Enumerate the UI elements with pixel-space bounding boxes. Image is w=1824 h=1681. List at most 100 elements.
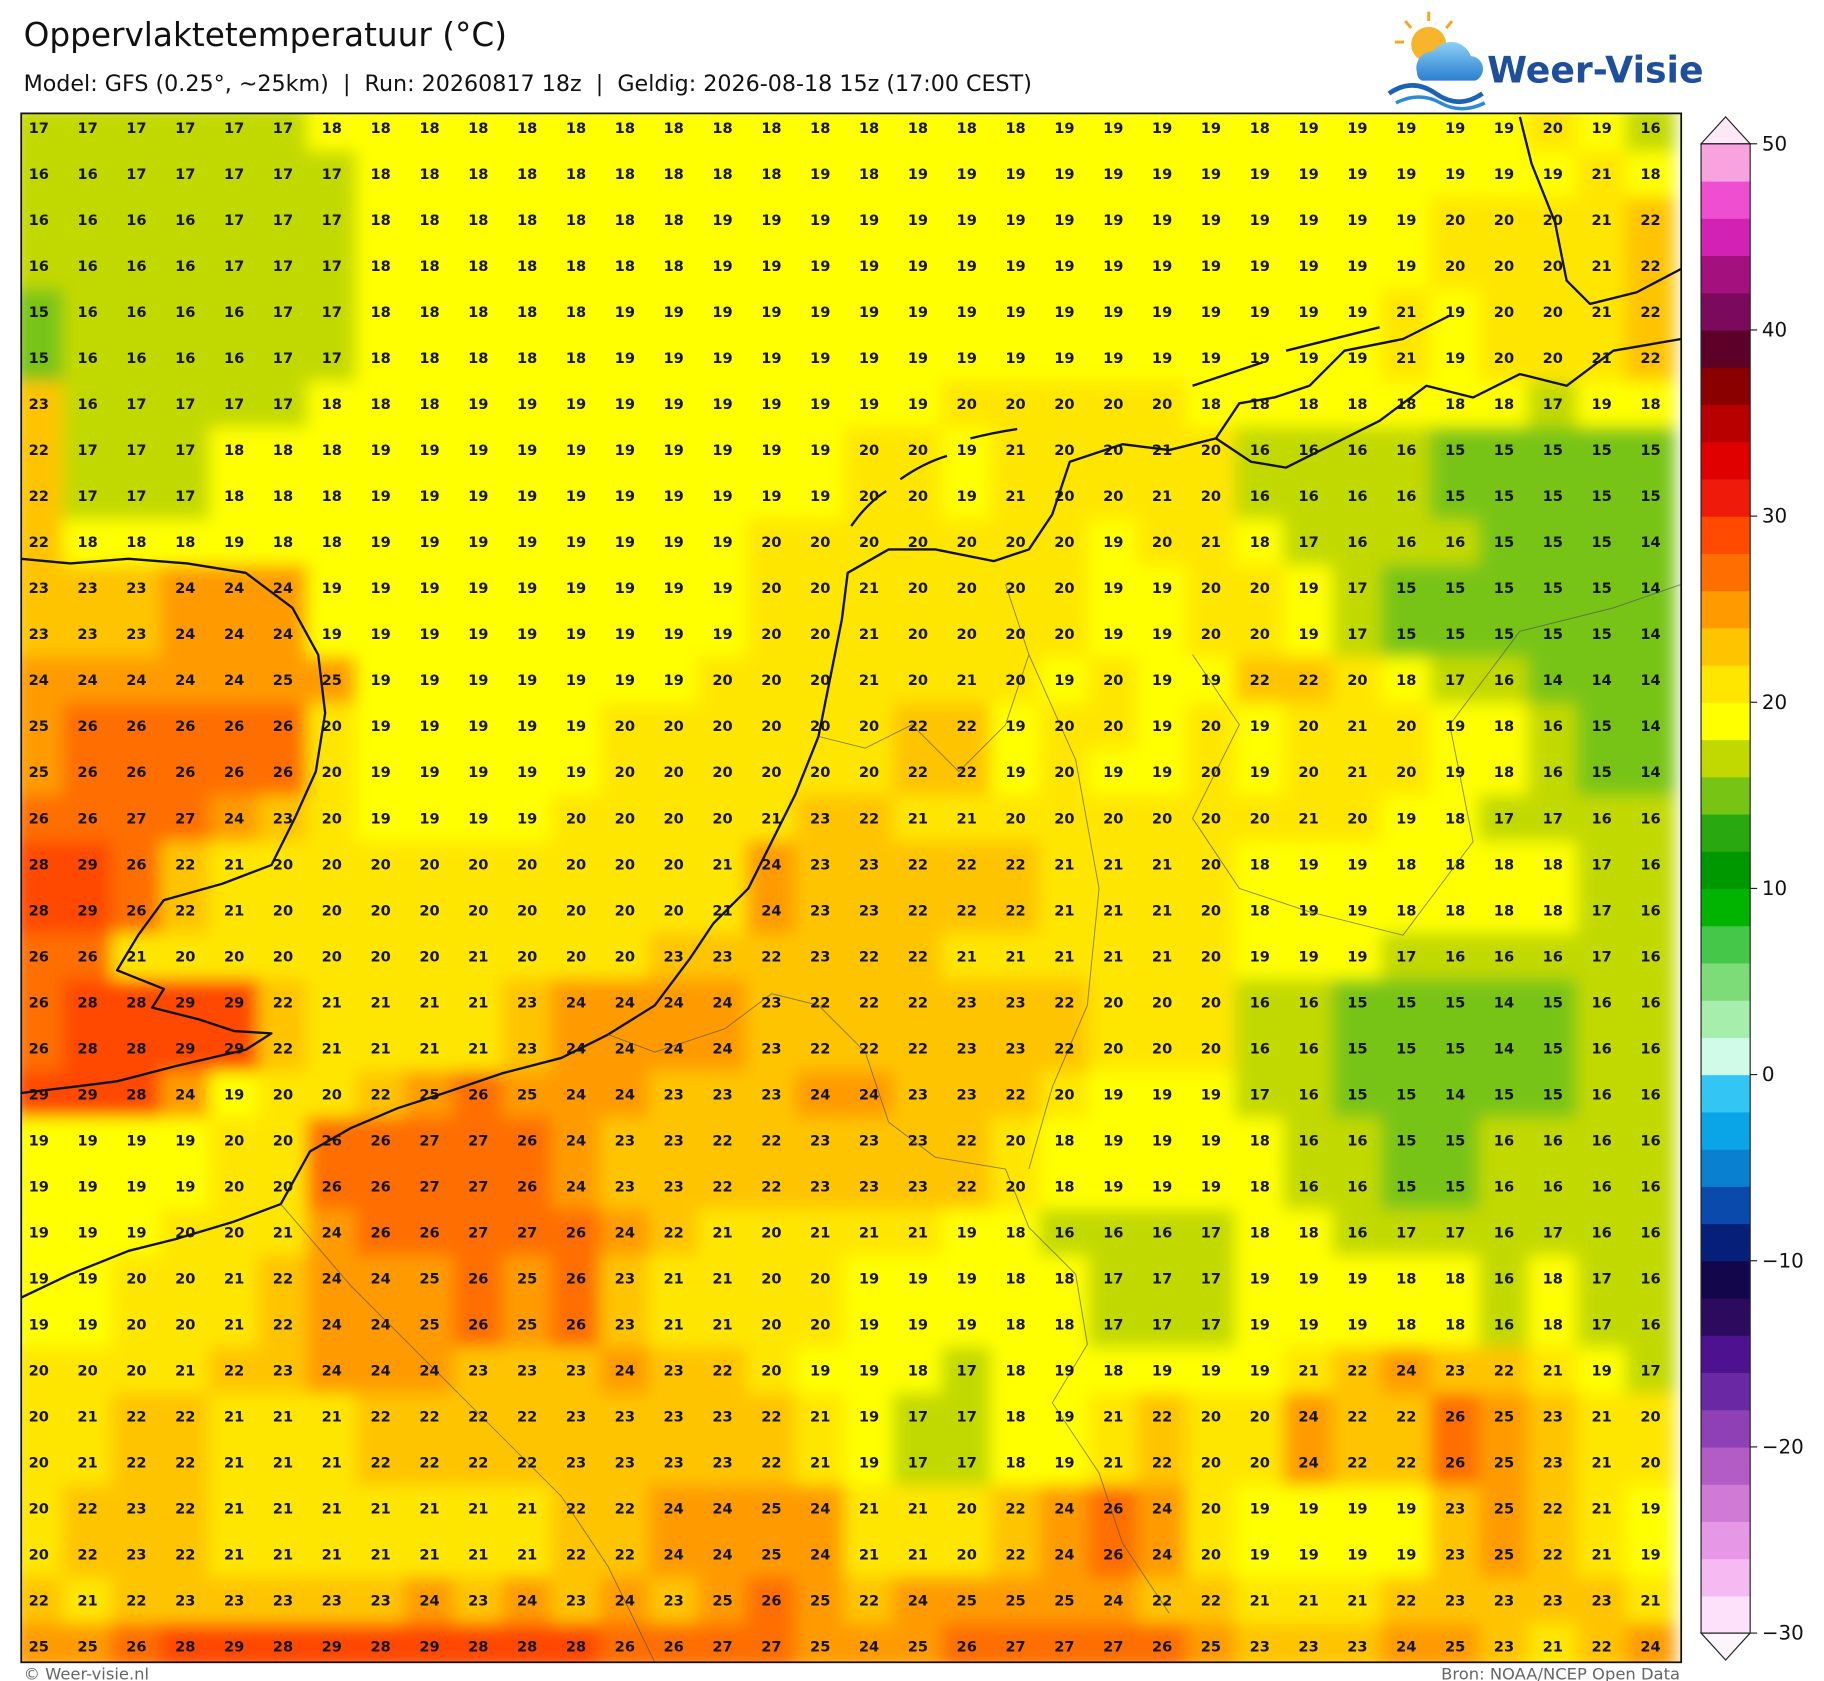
temperature-cell [404, 1485, 455, 1533]
temperature-cell [892, 1025, 943, 1073]
temperature-label: 20 [1201, 442, 1221, 459]
temperature-label: 20 [1347, 672, 1367, 689]
temperature-cell [306, 979, 357, 1027]
temperature-label: 19 [1250, 350, 1270, 367]
temperature-cell [306, 381, 357, 429]
temperature-cell [1234, 243, 1285, 291]
temperature-cell [844, 841, 895, 889]
temperature-cell [306, 703, 357, 751]
temperature-cell [453, 473, 504, 521]
temperature-cell [1381, 427, 1432, 475]
temperature-label: 18 [1396, 1270, 1416, 1287]
temperature-label: 18 [1445, 1270, 1465, 1287]
temperature-cell [111, 1623, 162, 1663]
temperature-cell [1137, 1393, 1188, 1441]
temperature-label: 20 [1054, 396, 1074, 413]
temperature-cell [648, 1117, 699, 1165]
temperature-cell [648, 1301, 699, 1349]
temperature-cell [551, 1301, 602, 1349]
temperature-label: 16 [1591, 1132, 1611, 1149]
temperature-cell [599, 887, 650, 935]
temperature-label: 22 [1298, 672, 1318, 689]
temperature-cell [1185, 749, 1236, 797]
temperature-label: 20 [664, 764, 684, 781]
temperature-cell [795, 427, 846, 475]
temperature-label: 23 [126, 1546, 146, 1563]
colorbar-band [1701, 143, 1751, 182]
temperature-label: 22 [29, 534, 49, 551]
temperature-cell [502, 1301, 553, 1349]
temperature-label: 16 [29, 212, 49, 229]
temperature-label: 26 [29, 948, 49, 965]
temperature-cell [1625, 519, 1676, 567]
temperature-cell [1185, 1623, 1236, 1663]
temperature-label: 21 [273, 1454, 293, 1471]
temperature-label: 19 [664, 626, 684, 643]
temperature-label: 15 [1543, 580, 1563, 597]
temperature-label: 20 [29, 1408, 49, 1425]
temperature-label: 25 [517, 1270, 537, 1287]
temperature-label: 16 [1298, 1086, 1318, 1103]
temperature-cell [1283, 1577, 1334, 1625]
temperature-cell [941, 381, 992, 429]
temperature-label: 15 [1445, 1178, 1465, 1195]
temperature-cell [111, 565, 162, 613]
temperature-label: 15 [1591, 626, 1611, 643]
temperature-cell [1332, 243, 1383, 291]
temperature-cell [697, 887, 748, 935]
temperature-cell [990, 565, 1041, 613]
temperature-cell [990, 381, 1041, 429]
temperature-label: 20 [1152, 1040, 1172, 1057]
temperature-label: 19 [517, 396, 537, 413]
temperature-label: 19 [615, 672, 635, 689]
temperature-label: 15 [1494, 1086, 1514, 1103]
temperature-cell [1185, 1347, 1236, 1395]
temperature-cell [1283, 1347, 1334, 1395]
temperature-cell [355, 289, 406, 337]
temperature-label: 20 [712, 718, 732, 735]
temperature-label: 23 [810, 856, 830, 873]
colorbar-band [1701, 329, 1751, 368]
temperature-cell [1088, 289, 1139, 337]
temperature-label: 20 [126, 1362, 146, 1379]
temperature-label: 23 [664, 948, 684, 965]
temperature-label: 19 [1054, 212, 1074, 229]
temperature-cell [1381, 1577, 1432, 1625]
temperature-label: 18 [322, 534, 342, 551]
temperature-cell [599, 1025, 650, 1073]
temperature-label: 18 [1250, 1178, 1270, 1195]
temperature-label: 26 [468, 1086, 488, 1103]
temperature-label: 19 [908, 258, 928, 275]
temperature-label: 18 [566, 350, 586, 367]
temperature-cell [1625, 749, 1676, 797]
temperature-label: 19 [761, 488, 781, 505]
temperature-label: 26 [517, 1132, 537, 1149]
temperature-label: 18 [1640, 396, 1660, 413]
colorbar-band [1701, 1372, 1751, 1411]
temperature-cell [453, 1577, 504, 1625]
temperature-cell [209, 197, 260, 245]
temperature-label: 19 [468, 764, 488, 781]
temperature-cell [941, 1163, 992, 1211]
temperature-cell [355, 519, 406, 567]
temperature-cell [62, 113, 113, 153]
temperature-label: 22 [1543, 1546, 1563, 1563]
colorbar-band [1701, 627, 1751, 666]
temperature-label: 23 [615, 1132, 635, 1149]
temperature-label: 19 [1201, 258, 1221, 275]
temperature-cell [1137, 1439, 1188, 1487]
temperature-cell [257, 113, 308, 153]
temperature-cell [1381, 1163, 1432, 1211]
temperature-cell [1039, 243, 1090, 291]
temperature-cell [844, 113, 895, 153]
temperature-label: 20 [1494, 258, 1514, 275]
temperature-cell [355, 1393, 406, 1441]
temperature-label: 20 [1005, 626, 1025, 643]
temperature-label: 21 [370, 1500, 390, 1517]
temperature-label: 21 [712, 1270, 732, 1287]
temperature-label: 19 [908, 1270, 928, 1287]
temperature-label: 15 [1396, 994, 1416, 1011]
temperature-label: 16 [1250, 488, 1270, 505]
temperature-label: 19 [1298, 902, 1318, 919]
temperature-cell [1430, 113, 1481, 153]
